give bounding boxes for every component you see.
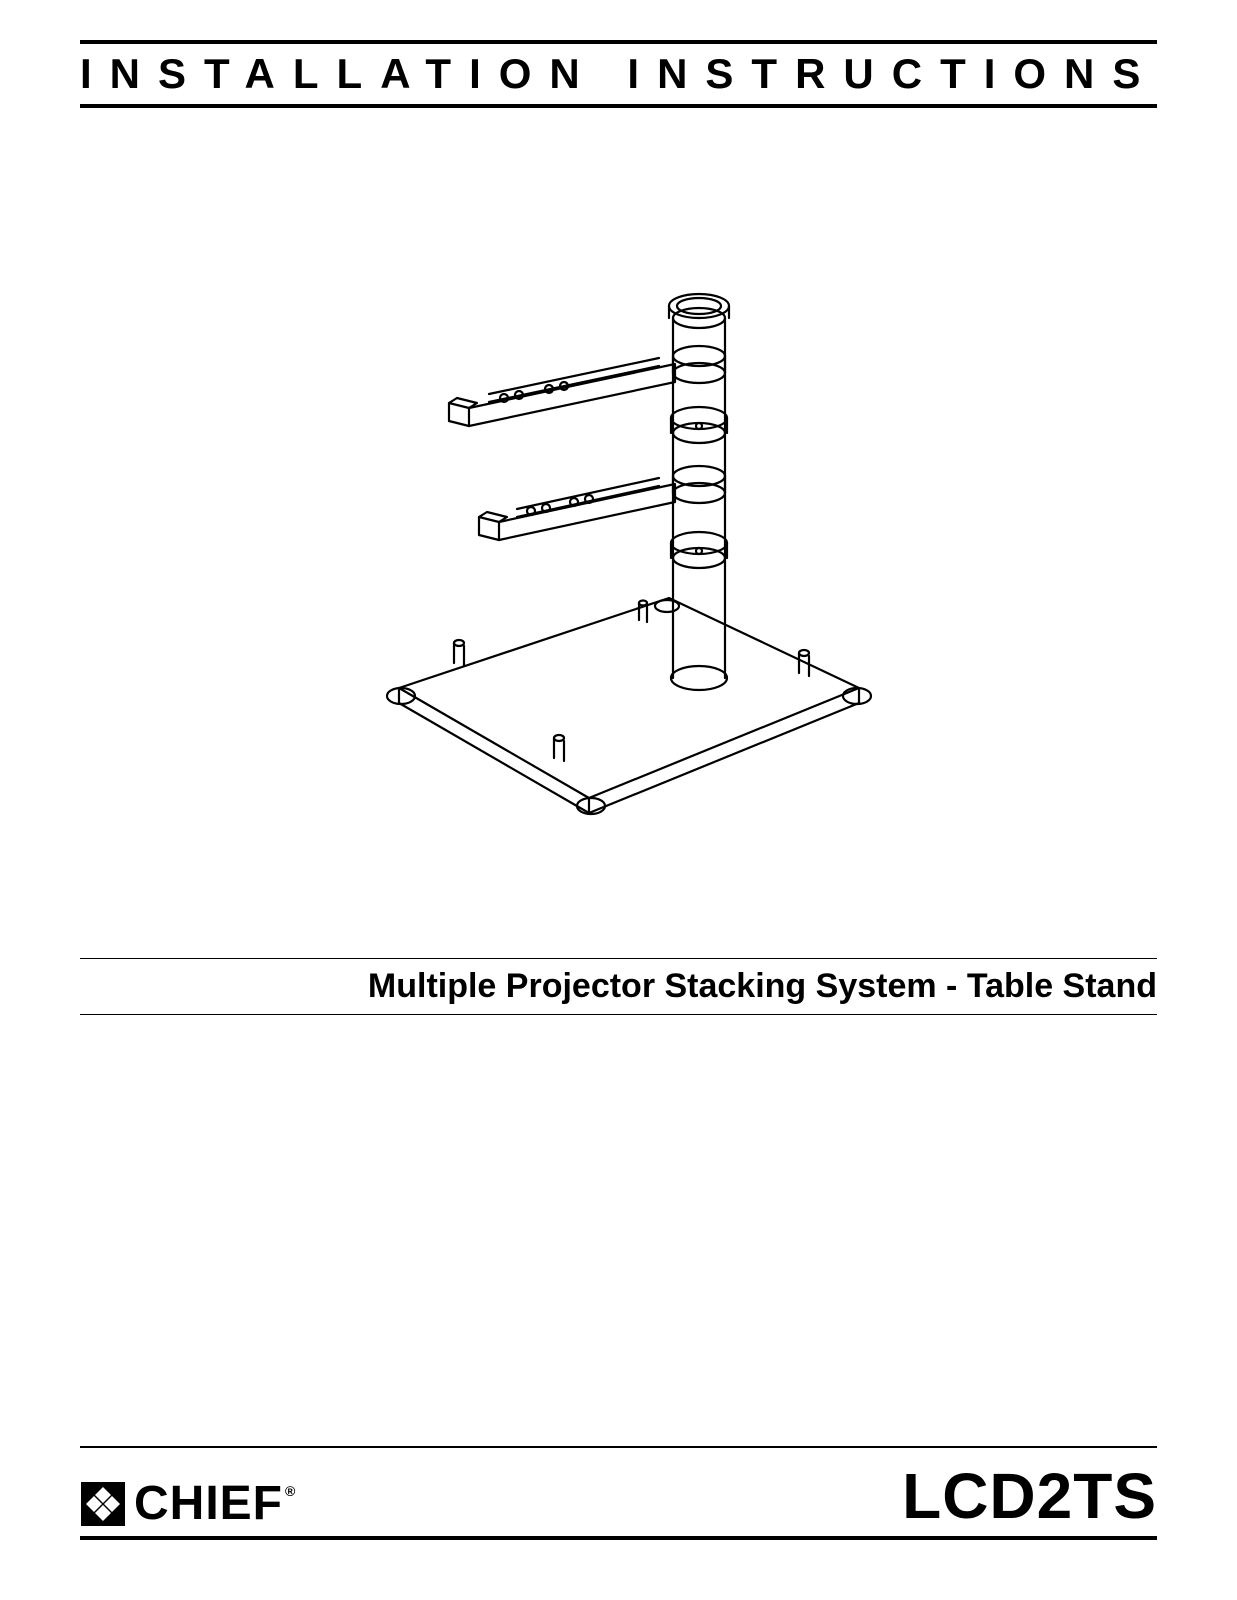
registered-mark: ® xyxy=(285,1483,296,1499)
footer: CHIEF® LCD2TS xyxy=(80,1446,1157,1540)
brand-logo-icon xyxy=(80,1481,126,1527)
page: INSTALLATION INSTRUCTIONS xyxy=(0,0,1237,1600)
header-rule-bottom xyxy=(80,104,1157,108)
brand-name: CHIEF® xyxy=(134,1480,294,1528)
brand-name-text: CHIEF xyxy=(134,1477,283,1530)
product-diagram xyxy=(80,198,1157,918)
model-number: LCD2TS xyxy=(902,1464,1157,1528)
document-title: INSTALLATION INSTRUCTIONS xyxy=(80,44,1157,104)
footer-rule-bottom xyxy=(80,1536,1157,1540)
stand-line-drawing xyxy=(339,258,899,858)
footer-row: CHIEF® LCD2TS xyxy=(80,1448,1157,1536)
brand: CHIEF® xyxy=(80,1480,294,1528)
subtitle-rule-bottom xyxy=(80,1014,1157,1015)
subtitle-block: Multiple Projector Stacking System - Tab… xyxy=(80,958,1157,1015)
header-block: INSTALLATION INSTRUCTIONS xyxy=(80,40,1157,108)
product-subtitle: Multiple Projector Stacking System - Tab… xyxy=(80,959,1157,1014)
